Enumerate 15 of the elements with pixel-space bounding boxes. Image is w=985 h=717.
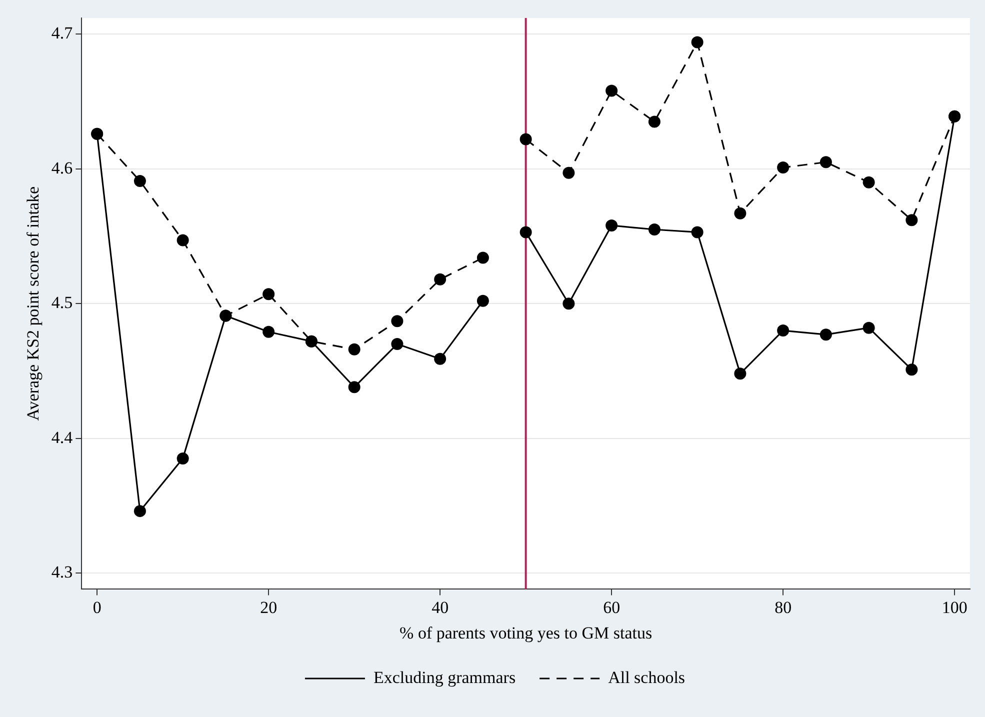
y-tick-label: 4.6 xyxy=(51,158,73,178)
y-tick-label: 4.5 xyxy=(51,293,73,312)
x-tick-label: 0 xyxy=(92,598,102,617)
y-tick-label: 4.4 xyxy=(51,428,74,447)
x-tick-label: 20 xyxy=(260,598,278,617)
x-tick-label: 40 xyxy=(432,598,449,617)
y-tick-label: 4.7 xyxy=(51,24,74,43)
x-tick-label: 80 xyxy=(774,598,792,617)
x-axis-title: % of parents voting yes to GM status xyxy=(400,623,652,642)
y-axis-title: Average KS2 point score of intake xyxy=(24,186,43,421)
legend-label: Excluding grammars xyxy=(373,668,516,687)
y-tick-label: 4.3 xyxy=(51,562,73,582)
x-tick-label: 100 xyxy=(942,598,968,617)
x-tick-label: 60 xyxy=(603,598,620,617)
legend-label: All schools xyxy=(608,668,686,687)
